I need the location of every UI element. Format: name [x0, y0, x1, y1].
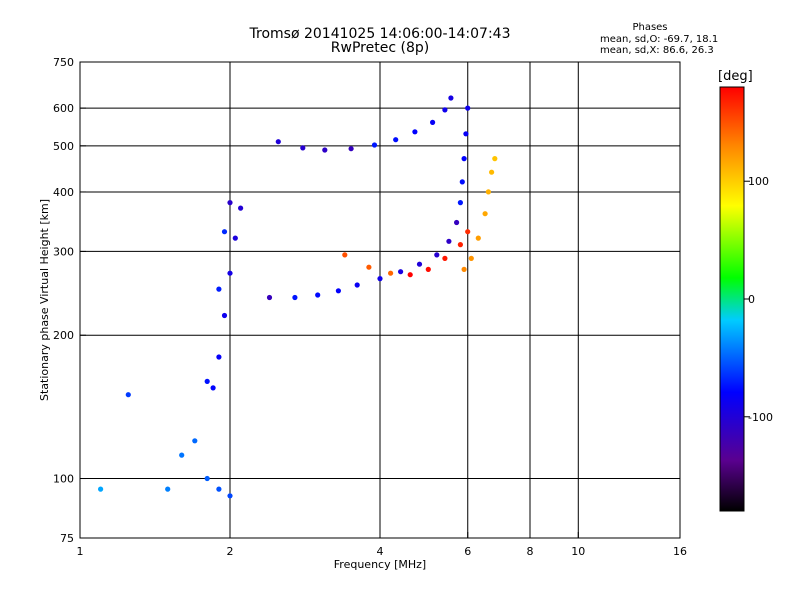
- data-point: [227, 493, 233, 499]
- data-point: [461, 156, 467, 162]
- data-point: [448, 95, 454, 101]
- data-point: [446, 238, 452, 244]
- data-point: [165, 486, 171, 492]
- data-point: [335, 288, 341, 294]
- data-point: [457, 242, 463, 248]
- data-point: [412, 129, 418, 135]
- x-tick-label: 6: [464, 545, 471, 558]
- data-point: [468, 255, 474, 261]
- y-tick-label: 300: [53, 245, 74, 258]
- data-point: [354, 282, 360, 288]
- colorbar-tick-label: 100: [748, 175, 769, 188]
- data-point: [266, 294, 273, 301]
- phase-stats-o: mean, sd,O: -69.7, 18.1: [600, 34, 719, 45]
- data-point: [204, 475, 210, 482]
- data-point: [238, 205, 244, 211]
- data-point: [275, 139, 281, 145]
- data-point: [492, 156, 498, 162]
- y-tick-label: 750: [53, 56, 74, 69]
- data-point: [461, 266, 467, 272]
- colorbar-unit-label: [deg]: [718, 69, 753, 84]
- colorbar-tick-label: -100: [748, 411, 773, 424]
- data-points: [98, 95, 498, 499]
- data-point: [342, 252, 348, 258]
- data-point: [434, 252, 440, 258]
- data-point: [416, 261, 423, 267]
- data-point: [300, 145, 306, 151]
- data-point: [398, 269, 404, 275]
- data-point: [407, 272, 413, 278]
- data-point: [454, 219, 460, 226]
- data-point: [348, 146, 354, 152]
- y-axis-label: Stationary phase Virtual Height [km]: [38, 199, 51, 401]
- x-tick-label: 8: [527, 545, 534, 558]
- data-point: [371, 142, 378, 148]
- data-point: [425, 266, 431, 272]
- data-point: [216, 354, 222, 360]
- data-point: [221, 312, 228, 319]
- y-tick-label: 400: [53, 186, 74, 199]
- chart-title-line2: RwPretec (8p): [330, 40, 430, 56]
- data-point: [216, 286, 222, 292]
- data-point: [179, 452, 185, 458]
- x-axis-label: Frequency [MHz]: [334, 558, 426, 571]
- x-tick-label: 4: [377, 545, 384, 558]
- data-point: [192, 438, 198, 444]
- x-tick-label: 16: [673, 545, 687, 558]
- colorbar-ticks: 100 0 -100: [744, 175, 773, 424]
- data-point: [457, 200, 463, 206]
- y-tick-label: 200: [53, 329, 74, 342]
- x-tick-label: 1: [77, 545, 84, 558]
- colorbar-tick-label: 0: [748, 293, 755, 306]
- data-point: [377, 276, 383, 282]
- data-point: [227, 200, 233, 206]
- data-point: [216, 486, 222, 492]
- phase-stats-title: Phases: [632, 22, 668, 33]
- data-point: [366, 264, 372, 270]
- data-point: [125, 392, 131, 398]
- phase-stats-x: mean, sd,X: 86.6, 26.3: [600, 45, 714, 56]
- data-point: [442, 107, 448, 113]
- data-point: [204, 378, 210, 384]
- data-point: [485, 189, 491, 195]
- y-tick-label: 600: [53, 102, 74, 115]
- data-point: [393, 137, 399, 143]
- y-axis: 75 100 200 300 400 500 600 750: [53, 56, 86, 545]
- data-point: [459, 179, 465, 185]
- data-point: [482, 211, 488, 217]
- grid-lines: [80, 62, 680, 538]
- data-point: [232, 235, 238, 241]
- data-point: [465, 229, 471, 235]
- data-point: [465, 105, 471, 111]
- data-point: [227, 270, 233, 276]
- data-point: [463, 131, 469, 137]
- data-point: [489, 169, 495, 175]
- data-point: [315, 292, 321, 298]
- data-point: [322, 147, 328, 153]
- data-point: [221, 229, 228, 235]
- data-point: [442, 255, 448, 261]
- x-tick-label: 10: [571, 545, 585, 558]
- colorbar: [719, 86, 745, 512]
- chart-title-line1: Tromsø 20141025 14:06:00-14:07:43: [249, 26, 511, 42]
- y-tick-label: 500: [53, 140, 74, 153]
- data-point: [388, 270, 394, 276]
- data-point: [292, 294, 298, 301]
- data-point: [475, 235, 481, 241]
- data-point: [98, 486, 104, 492]
- data-point: [210, 385, 216, 391]
- data-point: [430, 119, 436, 125]
- y-tick-label: 100: [53, 473, 74, 486]
- y-tick-label: 75: [60, 532, 74, 545]
- x-axis: 1 2 4 6 8 10 16: [77, 532, 687, 558]
- x-tick-label: 2: [227, 545, 234, 558]
